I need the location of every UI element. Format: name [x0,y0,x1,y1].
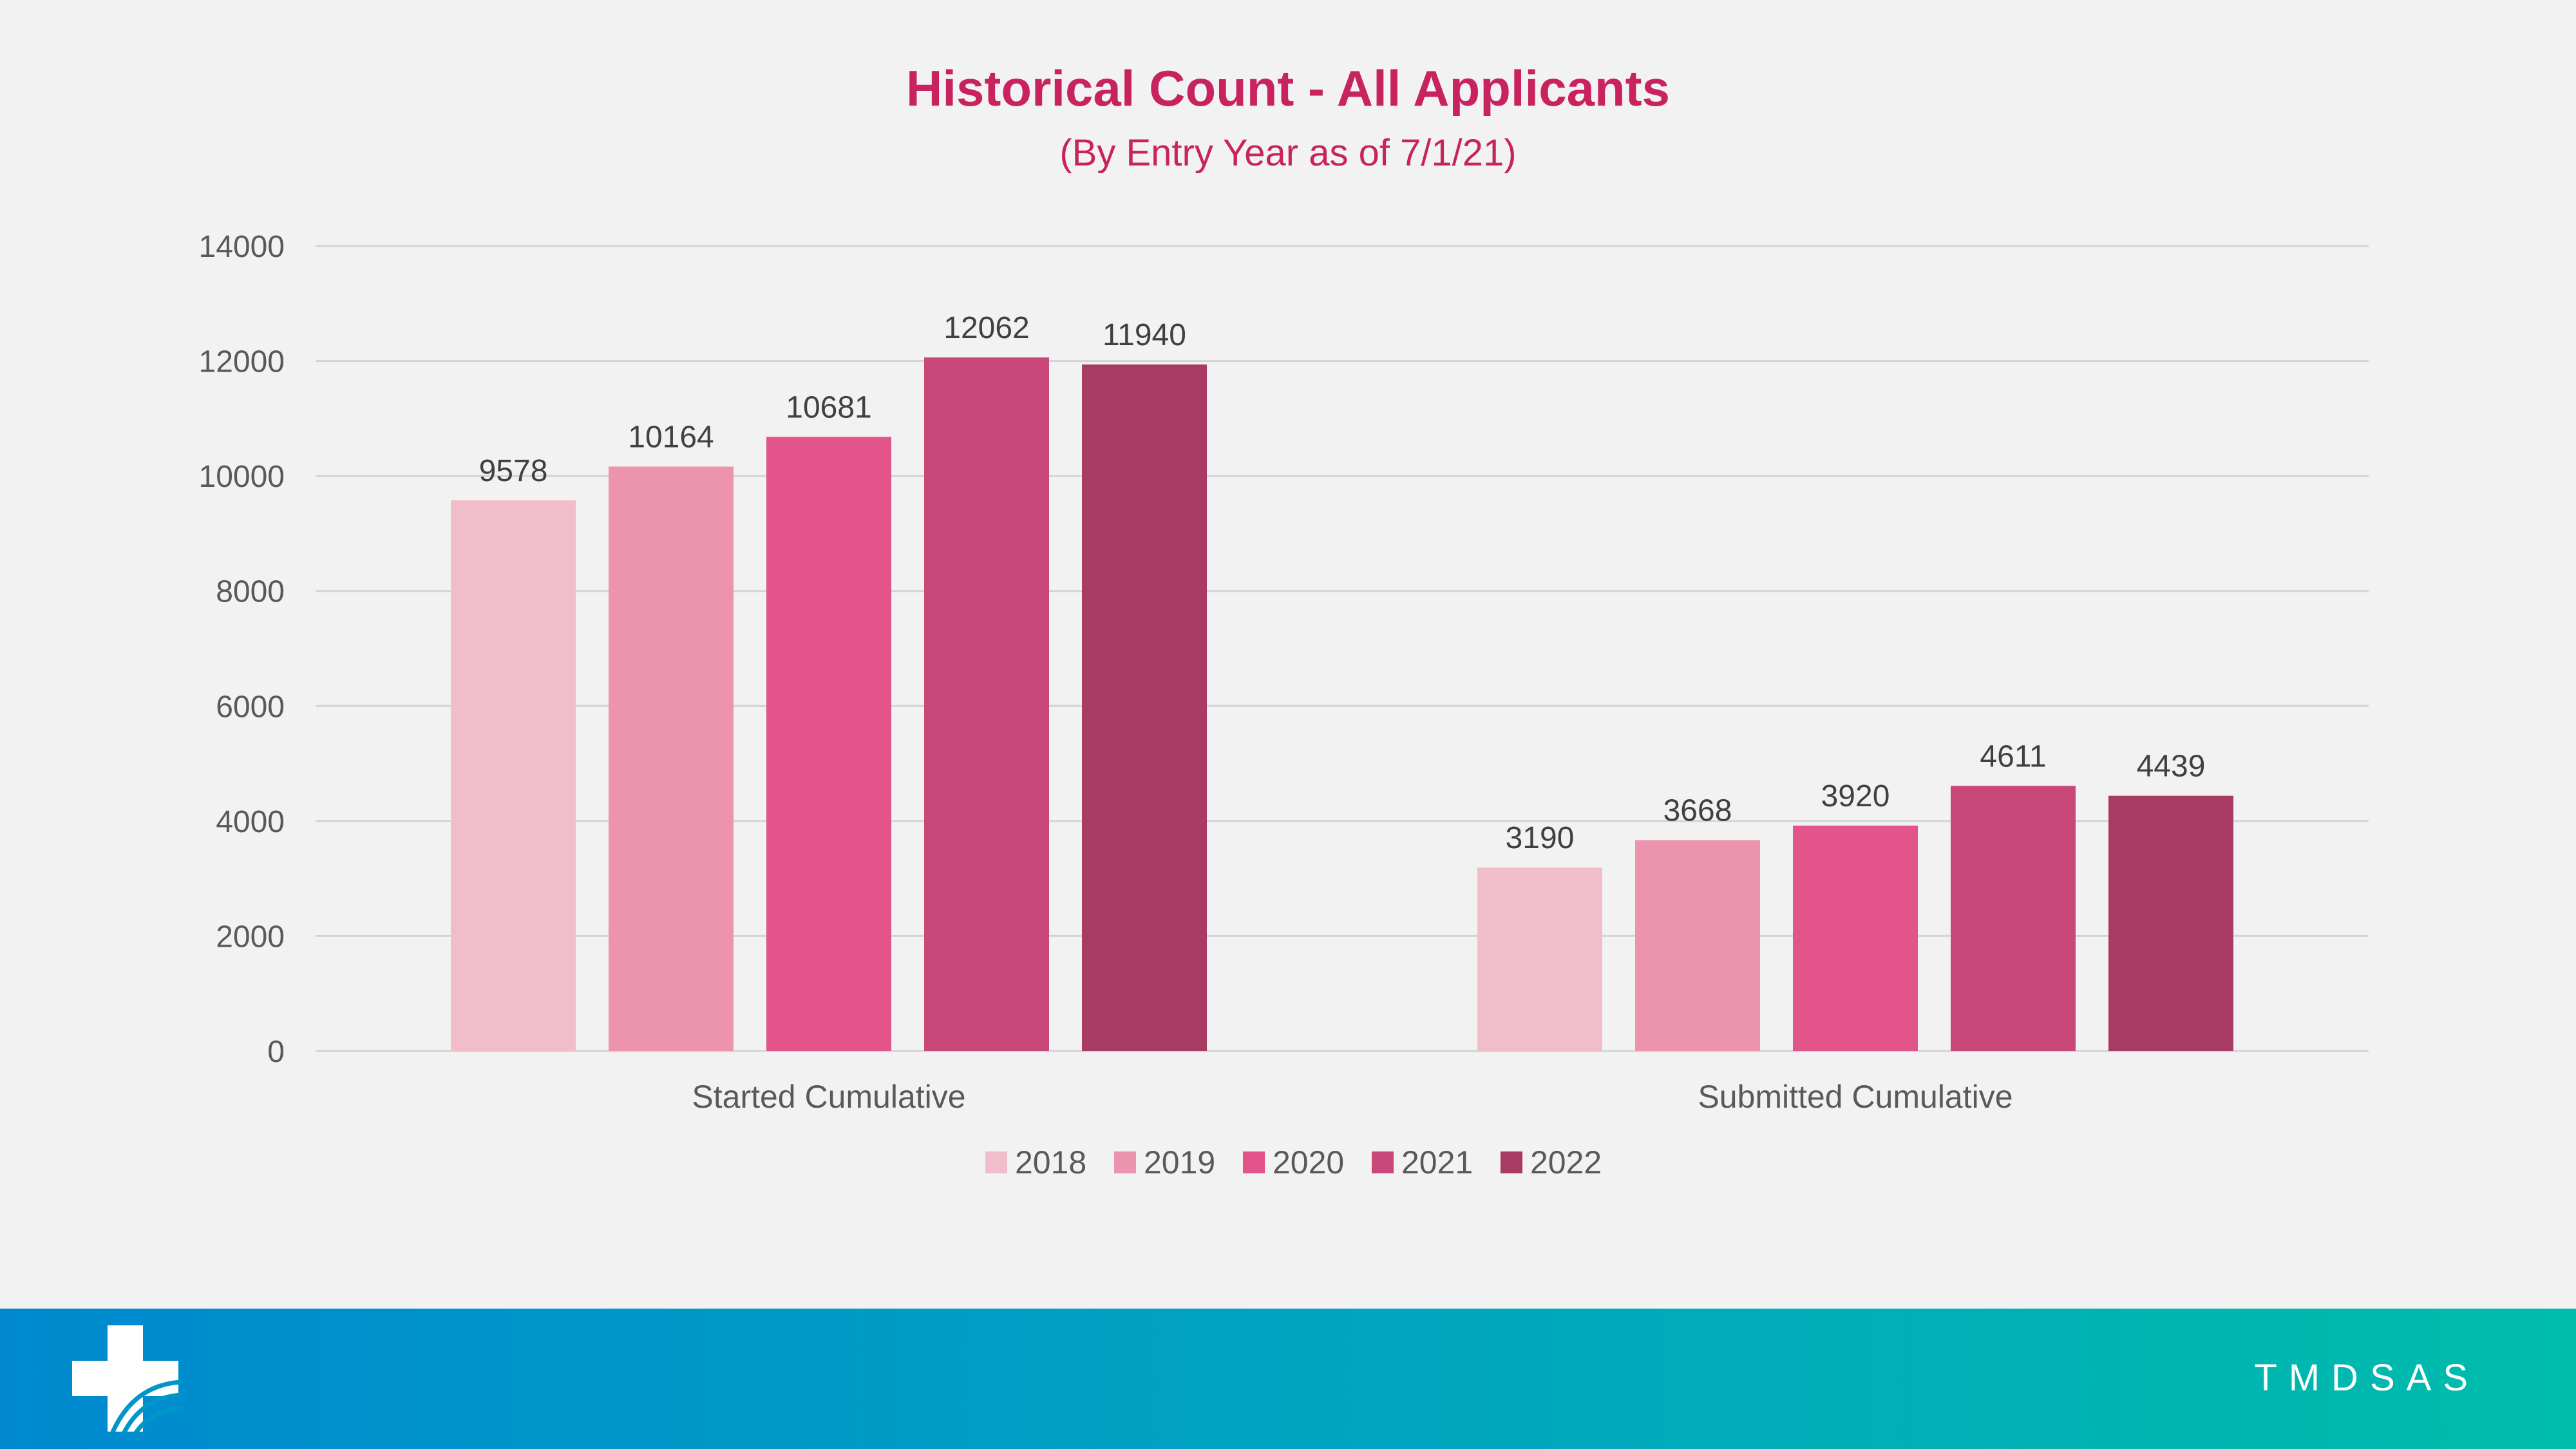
data-label: 4611 [1980,739,2046,773]
footer-bar [0,1309,2576,1449]
category-labels: Started Cumulative Submitted Cumulative [692,1079,2012,1115]
data-label: 9578 [479,454,548,488]
bar [609,466,734,1051]
legend-swatch [1114,1151,1136,1173]
y-tick-label: 0 [267,1035,285,1069]
category-label: Submitted Cumulative [1698,1079,2012,1115]
legend: 2018 2019 2020 2021 2022 [985,1144,1602,1180]
y-tick-label: 8000 [216,575,285,609]
data-label: 10164 [628,421,714,455]
bar [1082,364,1207,1051]
bar [451,500,576,1051]
data-labels: 9578 10164 10681 12062 11940 3190 3668 3920 4611… [479,311,2206,855]
legend-label: 2018 [1015,1144,1086,1180]
y-axis-tick-labels: 0 2000 4000 6000 8000 10000 12000 14000 [199,230,285,1069]
y-tick-label: 2000 [216,920,285,954]
y-tick-label: 12000 [199,345,285,379]
category-label: Started Cumulative [692,1079,965,1115]
data-label: 3920 [1821,779,1890,813]
bar [924,357,1049,1052]
y-tick-label: 10000 [199,460,285,494]
data-label: 11940 [1103,318,1186,352]
bar [1635,840,1760,1051]
medical-cross-icon [72,1325,182,1435]
brand-name: TMDSAS [2254,1357,2479,1399]
chart-subtitle: (By Entry Year as of 7/1/21) [1059,132,1517,174]
legend-swatch [1501,1151,1522,1173]
legend-label: 2021 [1401,1144,1473,1180]
data-label: 10681 [786,390,871,424]
y-tick-label: 4000 [216,805,285,839]
data-label: 12062 [943,311,1029,345]
legend-label: 2020 [1273,1144,1344,1180]
bar [1951,786,2076,1051]
chart-title: Historical Count - All Applicants [906,60,1670,117]
legend-swatch [1372,1151,1394,1173]
bars [451,357,2233,1052]
y-tick-label: 6000 [216,690,285,724]
bar [2108,795,2233,1051]
legend-swatch [985,1151,1007,1173]
bar [766,437,891,1051]
y-tick-label: 14000 [199,230,285,264]
bar-chart: 0 2000 4000 6000 8000 10000 12000 14000 9578 101… [199,230,2369,1180]
legend-label: 2019 [1144,1144,1215,1180]
legend-swatch [1243,1151,1265,1173]
bar [1477,867,1602,1051]
data-label: 3190 [1506,821,1575,855]
data-label: 4439 [2137,750,2206,784]
bar [1793,826,1918,1051]
legend-label: 2022 [1530,1144,1602,1180]
data-label: 3668 [1663,794,1732,828]
